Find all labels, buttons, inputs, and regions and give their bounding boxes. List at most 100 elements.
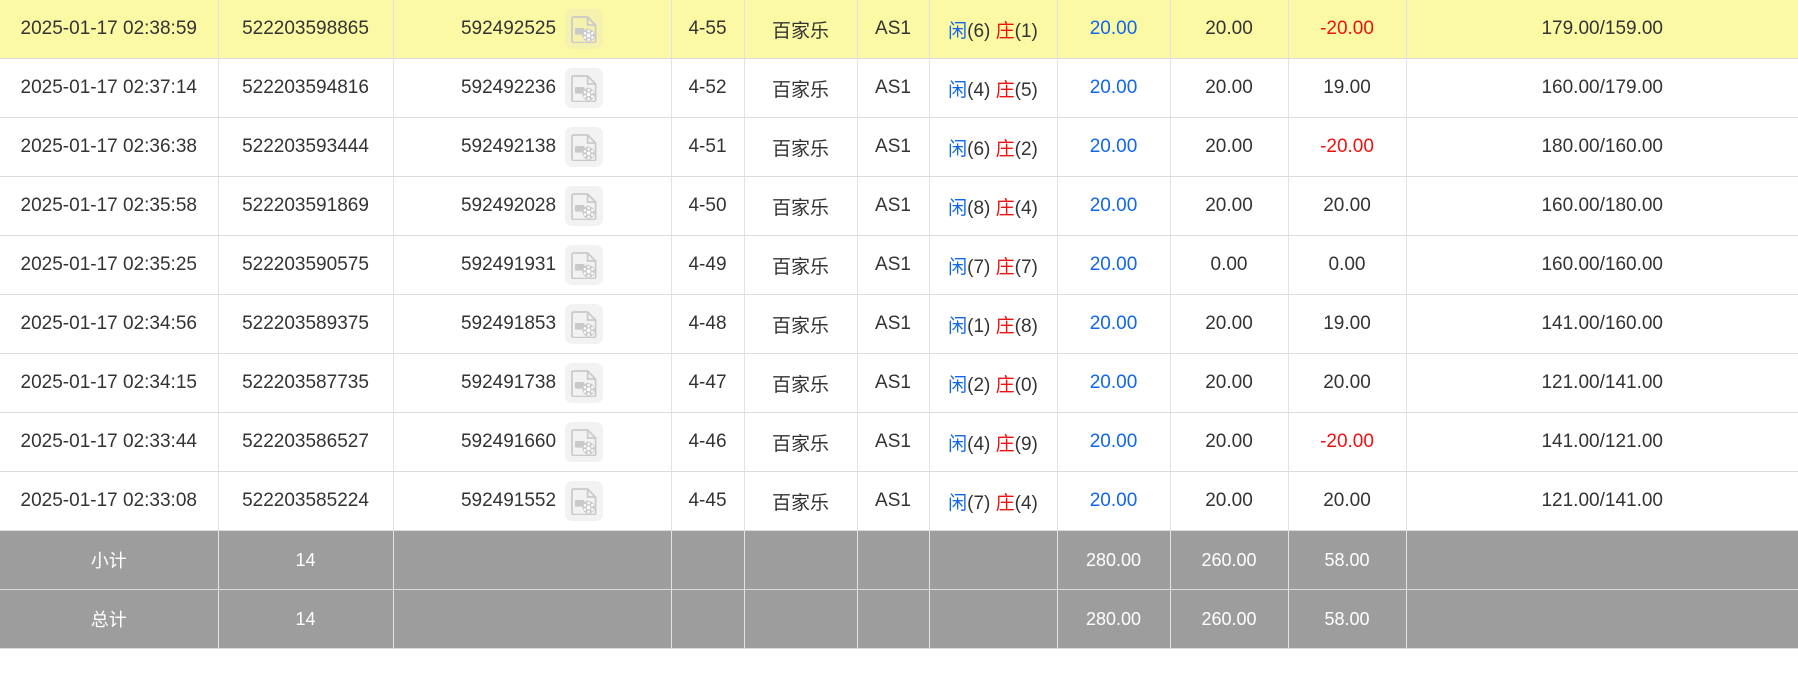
table-row[interactable]: 2025-01-17 02:38:59 522203598865 592492525… [0,0,1798,59]
bet-result-cell: 闲(6) 庄(1) [929,0,1058,59]
table-row[interactable]: 2025-01-17 02:34:15 522203587735 592491738… [0,353,1798,413]
result-banker-value: (4) [1014,492,1038,514]
table-row[interactable]: 2025-01-17 02:35:58 522203591869 592492028… [0,176,1798,236]
summary-empty-round-cell [393,530,672,590]
result-banker-label: 庄 [995,433,1015,455]
video-replay-icon[interactable] [565,127,604,167]
game-name-cell: 百家乐 [744,58,858,118]
table-row[interactable]: 2025-01-17 02:33:44 522203586527 592491660… [0,412,1798,472]
bet-result-cell: 闲(2) 庄(0) [929,353,1058,413]
shoe-round-cell: 4-55 [671,0,745,59]
summary-empty-result-cell [929,589,1058,649]
bet-id-cell: 522203594816 [218,58,394,118]
table-code-cell: AS1 [857,0,930,59]
valid-amount-cell: 20.00 [1170,58,1289,118]
round-id-label: 592492525 [460,18,557,39]
table-row[interactable]: 2025-01-17 02:36:38 522203593444 592492138… [0,117,1798,177]
total-row: 总计 14 280.00 260.00 58.00 [0,589,1798,649]
result-player-label: 闲 [948,374,968,396]
summary-empty-game-cell [744,589,858,649]
summary-empty-result-cell [929,530,1058,590]
balance-cell: 121.00/141.00 [1406,353,1798,413]
bet-result-cell: 闲(7) 庄(4) [929,471,1058,531]
summary-count-cell: 14 [218,530,394,590]
video-replay-icon[interactable] [565,304,604,344]
bet-time-cell: 2025-01-17 02:36:38 [0,117,219,177]
bet-amount-cell: 20.00 [1057,471,1171,531]
shoe-round-cell: 4-50 [671,176,745,236]
round-id-label: 592492138 [460,136,557,157]
win-loss-cell: 20.00 [1288,176,1407,236]
win-loss-cell: 19.00 [1288,58,1407,118]
result-banker-value: (5) [1014,79,1038,101]
bet-id-cell: 522203593444 [218,117,394,177]
result-banker-value: (1) [1014,20,1038,42]
result-player-value: (1) [967,315,991,337]
result-player-label: 闲 [948,138,968,160]
video-replay-icon[interactable] [565,68,604,108]
table-row[interactable]: 2025-01-17 02:33:08 522203585224 592491552… [0,471,1798,531]
valid-amount-cell: 20.00 [1170,0,1289,59]
video-replay-icon[interactable] [565,363,604,403]
result-player-value: (7) [967,492,991,514]
video-replay-icon[interactable] [565,481,604,521]
table-row[interactable]: 2025-01-17 02:35:25 522203590575 592491931… [0,235,1798,295]
shoe-round-cell: 4-48 [671,294,745,354]
bet-time-cell: 2025-01-17 02:33:44 [0,412,219,472]
video-replay-icon[interactable] [565,9,604,49]
result-player-value: (2) [967,374,991,396]
table-code-cell: AS1 [857,176,930,236]
result-player-value: (4) [967,79,991,101]
valid-amount-cell: 20.00 [1170,412,1289,472]
bet-time-cell: 2025-01-17 02:34:56 [0,294,219,354]
game-name-cell: 百家乐 [744,176,858,236]
round-id-cell: 592491552 [393,471,672,531]
balance-cell: 160.00/160.00 [1406,235,1798,295]
table-code-cell: AS1 [857,117,930,177]
round-id-label: 592491552 [460,490,557,511]
video-replay-icon[interactable] [565,186,604,226]
table-code-cell: AS1 [857,235,930,295]
bet-id-cell: 522203589375 [218,294,394,354]
video-replay-icon[interactable] [565,245,604,285]
result-banker-label: 庄 [995,197,1015,219]
valid-amount-cell: 20.00 [1170,471,1289,531]
bet-records-body: 2025-01-17 02:38:59 522203598865 592492525… [0,0,1798,649]
valid-amount-cell: 20.00 [1170,176,1289,236]
win-loss-cell: -20.00 [1288,412,1407,472]
valid-amount-cell: 0.00 [1170,235,1289,295]
summary-count-cell: 14 [218,589,394,649]
shoe-round-cell: 4-47 [671,353,745,413]
result-player-label: 闲 [948,79,968,101]
win-loss-cell: 19.00 [1288,294,1407,354]
round-id-label: 592491660 [460,431,557,452]
table-row[interactable]: 2025-01-17 02:34:56 522203589375 592491853… [0,294,1798,354]
game-name-cell: 百家乐 [744,0,858,59]
table-row[interactable]: 2025-01-17 02:37:14 522203594816 592492236… [0,58,1798,118]
summary-valid-amount-cell: 260.00 [1170,530,1289,590]
shoe-round-cell: 4-46 [671,412,745,472]
summary-empty-tablecode-cell [857,530,930,590]
summary-empty-balance-cell [1406,589,1798,649]
round-id-cell: 592491660 [393,412,672,472]
result-banker-label: 庄 [995,20,1015,42]
win-loss-cell: -20.00 [1288,0,1407,59]
summary-empty-round-cell [393,589,672,649]
bet-result-cell: 闲(4) 庄(5) [929,58,1058,118]
result-banker-value: (2) [1014,138,1038,160]
bet-amount-cell: 20.00 [1057,235,1171,295]
bet-time-cell: 2025-01-17 02:33:08 [0,471,219,531]
result-banker-value: (7) [1014,256,1038,278]
round-id-cell: 592492138 [393,117,672,177]
balance-cell: 179.00/159.00 [1406,0,1798,59]
bet-time-cell: 2025-01-17 02:34:15 [0,353,219,413]
game-name-cell: 百家乐 [744,353,858,413]
video-replay-icon[interactable] [565,422,604,462]
bet-amount-cell: 20.00 [1057,58,1171,118]
bet-id-cell: 522203587735 [218,353,394,413]
table-code-cell: AS1 [857,412,930,472]
game-name-cell: 百家乐 [744,235,858,295]
bet-amount-cell: 20.00 [1057,0,1171,59]
result-banker-label: 庄 [995,374,1015,396]
round-id-cell: 592492028 [393,176,672,236]
